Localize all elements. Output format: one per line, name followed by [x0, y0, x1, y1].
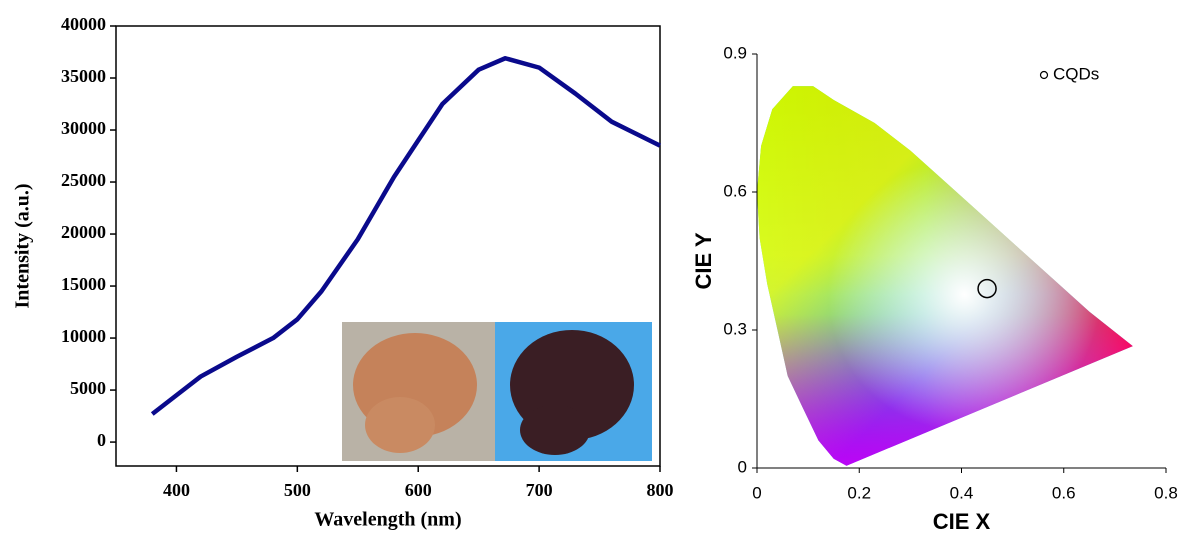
spectrum-chart: 400 500 600 700 800 0 5000 10000 15000 20000 25000…: [12, 14, 674, 530]
y-tick-label: 35000: [61, 66, 106, 86]
y-tick-label: 0.6: [723, 181, 747, 200]
inset-photo: [342, 322, 652, 461]
y-tick-label: 25000: [61, 170, 106, 190]
cie-chart: 0 0.2 0.4 0.6 0.8 0 0.3 0.6 0.9 CIE X CIE Y CQDs: [691, 43, 1178, 533]
x-tick-label: 0.4: [950, 483, 974, 502]
x-axis-title: CIE X: [933, 509, 991, 534]
y-tick-label: 10000: [61, 326, 106, 346]
y-tick-label: 0.9: [723, 43, 747, 62]
x-tick-label: 600: [405, 480, 432, 500]
x-tick-label: 500: [284, 480, 311, 500]
gamut: [757, 86, 1133, 466]
x-tick-label: 0: [752, 483, 761, 502]
data-line: [150, 55, 661, 416]
x-tick-label: 0.2: [847, 483, 871, 502]
y-tick-label: 0: [97, 430, 106, 450]
y-tick-label: 40000: [61, 14, 106, 34]
y-axis-title: CIE Y: [691, 232, 716, 289]
x-tick-label: 0.6: [1052, 483, 1076, 502]
x-tick-label: 0.8: [1154, 483, 1178, 502]
y-tick-label: 0.3: [723, 319, 747, 338]
y-axis-title: Intensity (a.u.): [12, 183, 34, 308]
x-tick-label: 400: [163, 480, 190, 500]
data-point: [977, 278, 997, 299]
plot-frame: [115, 25, 661, 467]
x-axis-title: Wavelength (nm): [314, 509, 461, 531]
x-tick-label: 700: [526, 480, 553, 500]
legend-label: CQDs: [1053, 64, 1099, 83]
y-tick-label: 20000: [61, 222, 106, 242]
y-tick-label: 15000: [61, 274, 106, 294]
legend-marker: [1039, 70, 1049, 80]
y-tick-label: 30000: [61, 118, 106, 138]
y-tick-label: 5000: [70, 378, 106, 398]
y-tick-label: 0: [738, 457, 747, 476]
x-tick-label: 800: [647, 480, 674, 500]
